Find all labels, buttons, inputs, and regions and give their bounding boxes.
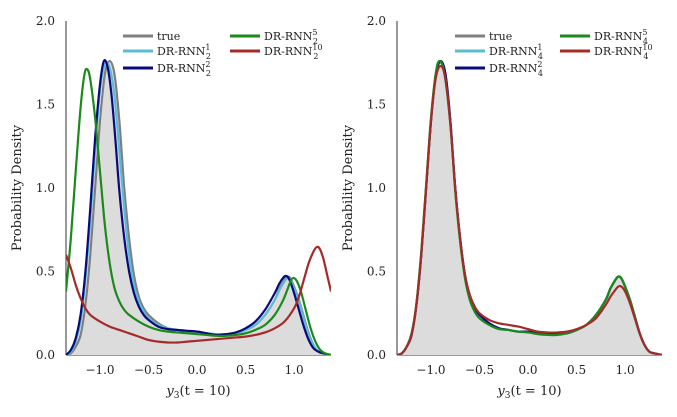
y-tick-label: 0.0: [367, 348, 386, 362]
x-tick-label: 1.0: [616, 363, 635, 377]
x-tick-label: 0.0: [187, 363, 206, 377]
legend-label: DR-RNN5 4: [594, 28, 648, 46]
series-line-2: [66, 59, 331, 355]
y-tick-label: 1.0: [367, 181, 386, 195]
left-panel: 0.0 0.5 1.0 1.5 2.0 −1.0 −0.5 0.0 0.5 1.0 Probabil…: [10, 14, 331, 401]
x-tick-label: 0.5: [567, 363, 586, 377]
legend-label: DR-RNN10 4: [594, 43, 653, 61]
legend-label: DR-RNN2 2: [157, 60, 211, 78]
x-tick-label: 0.5: [236, 363, 255, 377]
y-axis-label: Probability Density: [10, 124, 25, 251]
series-line-3: [66, 67, 331, 355]
y-axis-label: Probability Density: [341, 124, 356, 251]
y-tick-label: 0.5: [36, 265, 55, 279]
x-tick-label: 0.0: [518, 363, 537, 377]
y-tick-label: 1.5: [36, 98, 55, 112]
y-tick-label: 1.0: [36, 181, 55, 195]
y-tick-label: 0.5: [367, 265, 386, 279]
true-density-fill: [397, 61, 662, 355]
curves: [397, 59, 662, 355]
legend-label: DR-RNN1 4: [489, 43, 543, 61]
series-line-4: [66, 245, 331, 344]
y-tick-label: 2.0: [367, 14, 386, 28]
legend-label: true: [489, 30, 512, 43]
legend-label: DR-RNN5 2: [264, 28, 318, 46]
right-panel: 0.0 0.5 1.0 1.5 2.0 −1.0 −0.5 0.0 0.5 1.0 Probabil…: [341, 14, 662, 401]
legend-label: DR-RNN1 2: [157, 43, 211, 61]
x-axis-label: y3(t = 10): [496, 384, 561, 401]
y-tick-label: 2.0: [36, 14, 55, 28]
x-axis-label: y3(t = 10): [165, 384, 230, 401]
y-tick-label: 1.5: [367, 98, 386, 112]
x-tick-label: −0.5: [465, 363, 494, 377]
x-tick-label: −1.0: [416, 363, 445, 377]
curves: [66, 59, 331, 355]
x-tick-label: −1.0: [85, 363, 114, 377]
legend-label: DR-RNN10 2: [264, 43, 323, 61]
legend-label: DR-RNN2 4: [489, 60, 543, 78]
series-line-4: [397, 64, 662, 355]
legend-label: true: [157, 30, 180, 43]
x-tick-label: −0.5: [134, 363, 163, 377]
x-tick-label: 1.0: [285, 363, 304, 377]
y-tick-label: 0.0: [36, 348, 55, 362]
